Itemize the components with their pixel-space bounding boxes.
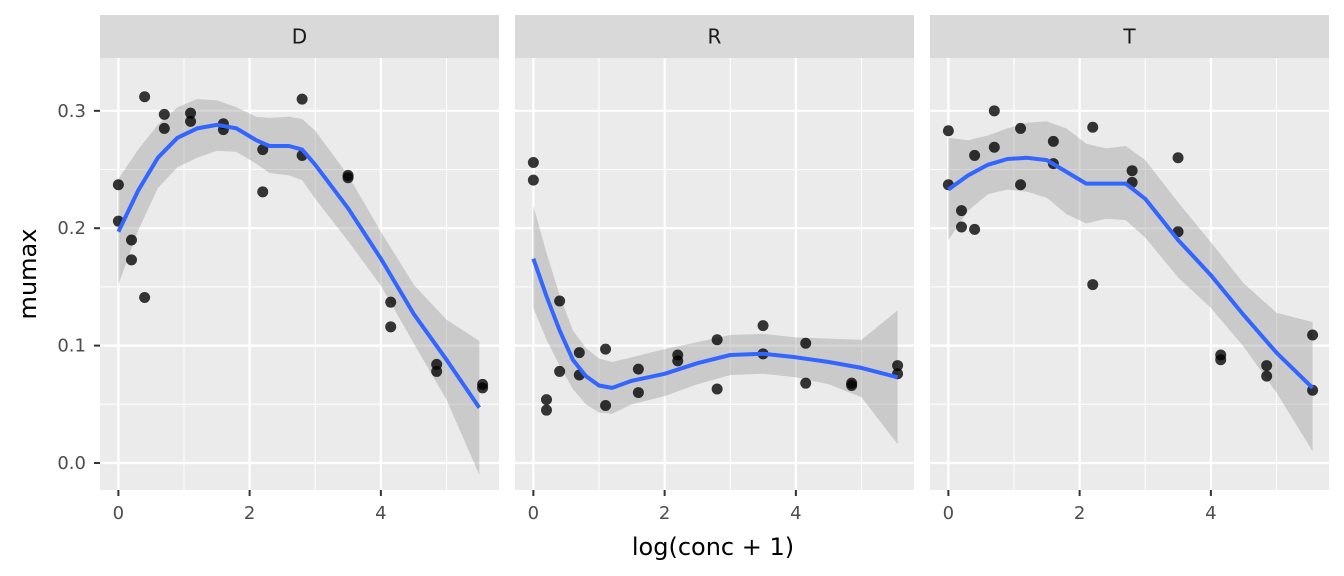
x-tick-label: 0 <box>943 503 954 524</box>
data-point <box>1307 329 1319 341</box>
data-point <box>527 156 539 168</box>
x-tick-label: 2 <box>244 503 255 524</box>
y-axis-title: mumax <box>14 229 42 320</box>
data-point <box>541 394 552 406</box>
data-point <box>1126 165 1138 177</box>
data-point <box>541 404 552 416</box>
data-point <box>846 380 858 392</box>
data-point <box>158 108 170 120</box>
data-point <box>431 365 443 377</box>
data-point <box>800 337 812 349</box>
data-point <box>956 205 967 217</box>
facet-strip <box>515 15 914 58</box>
data-point <box>711 383 723 395</box>
data-point <box>757 320 769 332</box>
data-point <box>1087 279 1099 291</box>
data-point <box>1172 152 1184 164</box>
data-point <box>385 296 397 308</box>
smooth-line <box>531 258 899 390</box>
data-point <box>126 234 137 246</box>
smooth-line <box>947 155 1314 390</box>
facet-strip-label: R <box>708 25 722 49</box>
data-point <box>1087 121 1099 133</box>
y-tick-label: 0.2 <box>57 218 86 239</box>
facet-strip <box>100 15 499 58</box>
data-point <box>632 387 644 399</box>
facet-panel-t: T <box>930 15 1329 490</box>
facet-strip-label: D <box>292 25 307 49</box>
data-point <box>112 179 124 191</box>
x-tick-label: 4 <box>790 503 801 524</box>
data-point <box>573 347 585 359</box>
data-point <box>600 399 612 411</box>
data-point <box>1261 360 1273 372</box>
facet-panel-d: D <box>100 15 499 490</box>
y-tick-label: 0.0 <box>57 453 86 474</box>
data-point <box>600 343 612 355</box>
data-point <box>185 115 197 127</box>
data-point <box>257 144 269 156</box>
data-point <box>257 186 269 198</box>
data-point <box>1047 135 1059 147</box>
x-tick-label: 4 <box>1205 503 1216 524</box>
smooth-line <box>116 122 481 409</box>
data-point <box>892 360 904 372</box>
y-tick-label: 0.1 <box>57 336 86 357</box>
data-point <box>554 365 566 377</box>
x-tick-label: 2 <box>1074 503 1085 524</box>
x-tick-label: 0 <box>528 503 539 524</box>
x-tick-label: 2 <box>659 503 670 524</box>
facet-strip-label: T <box>1122 25 1136 49</box>
data-point <box>711 334 723 346</box>
facet-strip <box>930 15 1329 58</box>
data-point <box>477 382 489 394</box>
data-point <box>185 107 197 119</box>
confidence-ribbon <box>118 99 480 475</box>
data-point <box>632 363 644 375</box>
data-point <box>139 291 151 303</box>
data-point <box>139 91 151 103</box>
data-point <box>342 172 354 184</box>
data-point <box>672 355 684 367</box>
data-point <box>158 122 170 134</box>
data-point <box>988 105 1000 117</box>
data-point <box>1215 354 1227 366</box>
data-point <box>1015 179 1027 191</box>
facet-panel-r: R <box>515 15 914 490</box>
data-point <box>988 141 1000 153</box>
x-axis-title: log(conc + 1) <box>632 533 794 561</box>
data-point <box>800 377 812 389</box>
data-point <box>942 125 954 137</box>
data-point <box>527 174 539 186</box>
data-point <box>385 321 397 333</box>
data-point <box>956 221 967 233</box>
data-point <box>554 295 566 307</box>
axes-layer: 0 2 4 0 2 4 0 2 4 0.0 0.1 0.2 0.3 <box>57 101 1216 524</box>
data-point <box>126 254 137 266</box>
data-point <box>1015 122 1027 134</box>
panel-background <box>930 58 1329 490</box>
x-tick-label: 4 <box>375 503 386 524</box>
x-tick-label: 0 <box>113 503 124 524</box>
data-point <box>296 93 308 105</box>
data-point <box>1261 370 1273 382</box>
y-tick-label: 0.3 <box>57 101 86 122</box>
data-point <box>969 223 981 235</box>
data-point <box>969 149 981 161</box>
panel-background <box>515 58 914 490</box>
